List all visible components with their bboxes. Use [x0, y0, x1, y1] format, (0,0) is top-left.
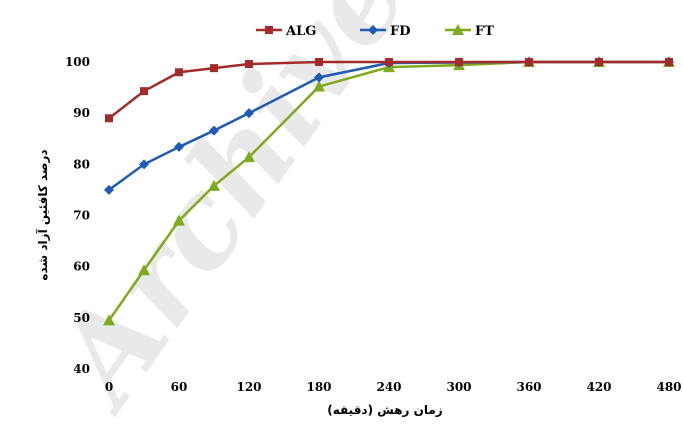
- data-point-fd: [174, 141, 184, 152]
- x-axis-title: زمان رهش (دقیقه): [327, 403, 443, 417]
- y-tick-label: 100: [65, 55, 90, 69]
- data-point-ft: [173, 214, 185, 226]
- y-tick-label: 90: [73, 106, 90, 120]
- data-point-alg: [665, 58, 673, 66]
- data-point-fd: [209, 125, 219, 136]
- data-point-fd: [314, 72, 324, 83]
- x-tick-label: 0: [105, 380, 113, 394]
- legend-label: FT: [475, 24, 494, 39]
- x-axis: 0 60 120 180 240 300 360 420 480: [105, 380, 682, 394]
- x-tick-label: 360: [516, 380, 541, 394]
- x-tick-label: 180: [306, 380, 331, 394]
- data-point-ft: [208, 179, 220, 191]
- data-point-ft: [103, 314, 115, 326]
- plot-area: [103, 56, 675, 326]
- data-point-alg: [455, 58, 463, 66]
- data-point-ft: [313, 80, 325, 92]
- y-axis: 40 50 60 70 80 90 100: [65, 55, 90, 376]
- y-axis-title: درصد کافئین آزاد شده: [35, 149, 50, 280]
- data-point-alg: [140, 87, 148, 96]
- y-tick-label: 70: [73, 209, 90, 223]
- x-tick-label: 420: [586, 380, 611, 394]
- data-point-fd: [244, 108, 254, 119]
- y-tick-label: 40: [73, 362, 90, 376]
- data-point-fd: [104, 184, 114, 195]
- data-point-alg: [245, 60, 253, 69]
- legend-marker: [265, 26, 273, 34]
- x-tick-label: 120: [236, 380, 261, 394]
- data-point-ft: [138, 264, 150, 276]
- legend-label: FD: [390, 24, 411, 39]
- y-tick-label: 80: [73, 157, 90, 171]
- x-tick-label: 480: [656, 380, 681, 394]
- y-tick-label: 60: [73, 260, 90, 274]
- legend-marker: [452, 24, 464, 35]
- data-point-alg: [210, 64, 218, 73]
- x-tick-label: 240: [376, 380, 401, 394]
- data-point-ft: [243, 151, 255, 163]
- legend: ALG FD FT: [256, 24, 494, 39]
- data-point-alg: [595, 58, 603, 66]
- y-tick-label: 50: [73, 311, 90, 325]
- x-tick-label: 300: [446, 380, 471, 394]
- data-point-alg: [105, 114, 113, 123]
- data-point-fd: [139, 159, 149, 170]
- data-point-alg: [385, 58, 393, 66]
- data-point-alg: [525, 58, 533, 66]
- x-tick-label: 60: [171, 380, 188, 394]
- legend-marker: [368, 25, 378, 35]
- watermark: Archive of SID: [23, 0, 683, 428]
- legend-label: ALG: [285, 24, 316, 39]
- data-point-alg: [175, 68, 183, 77]
- data-point-alg: [315, 58, 323, 66]
